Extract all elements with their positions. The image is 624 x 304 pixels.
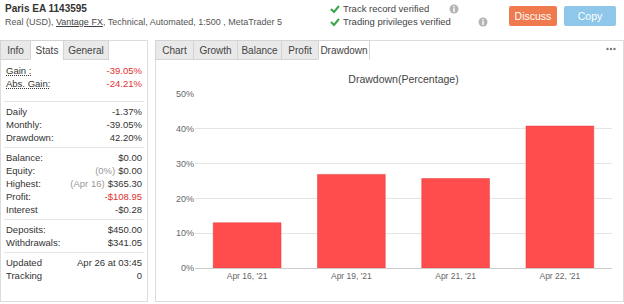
html-text:$450.00: $450.00 [107,224,142,235]
html-text:$341.05: $341.05 [107,237,142,248]
html-text:Deposits:: Deposits: [6,224,46,235]
html-text:Copy: Copy [577,10,603,22]
svg-text:20%: 20% [176,194,194,204]
html-text:Profit:: Profit: [6,191,31,202]
html-text:Drawdown: Drawdown [320,45,368,56]
html-text:Gain :: Gain : [6,65,32,76]
html-text:Balance:: Balance: [6,152,43,163]
svg-text:Drawdown(Percentage): Drawdown(Percentage) [348,73,458,85]
html-text:Growth: Growth [199,45,232,56]
svg-text:10%: 10% [176,228,194,238]
svg-text:Apr 16, '21: Apr 16, '21 [227,271,268,281]
svg-text:40%: 40% [176,124,194,134]
html-text:Paris EA 1143595: Paris EA 1143595 [5,3,87,14]
html-text:Chart: Chart [162,45,187,56]
html-text:Tracking: Tracking [6,270,43,281]
html-text:Highest:: Highest: [6,178,41,189]
html-text:Balance: Balance [241,45,278,56]
html-text:(Apr 16) $365.30: (Apr 16) $365.30 [70,178,142,189]
html-text:Trading privileges verified: Trading privileges verified [343,16,451,27]
svg-text:Apr 19, '21: Apr 19, '21 [331,271,372,281]
html-text:Abs. Gain:: Abs. Gain: [6,78,51,89]
html-text:Equity:: Equity: [6,165,35,176]
html-text:Real (USD), Vantage FX, Techni: Real (USD), Vantage FX, Technical, Autom… [5,17,282,27]
html-text:Apr 26 at 03:45: Apr 26 at 03:45 [77,257,142,268]
html-text:-39.05%: -39.05% [106,119,142,130]
svg-text:Apr 22, '21: Apr 22, '21 [539,271,580,281]
html-text:$0.00: $0.00 [118,152,142,163]
html-text:Interest: Interest [6,204,38,215]
html-text:Profit: Profit [288,45,312,56]
svg-text:50%: 50% [176,89,194,99]
html-text:Daily: Daily [6,106,28,117]
svg-text:30%: 30% [176,159,194,169]
html-text:Withdrawals:: Withdrawals: [6,237,61,248]
html-text:-$108.95: -$108.95 [104,191,142,202]
html-text:-39.05%: -39.05% [106,65,142,76]
html-text:Info: Info [7,45,24,56]
html-text:-$0.28: -$0.28 [115,204,142,215]
svg-text:0%: 0% [181,263,194,273]
svg-text:Apr 21, '21: Apr 21, '21 [435,271,476,281]
html-text:Track record verified: Track record verified [343,3,430,14]
html-text:42.20%: 42.20% [109,132,142,143]
html-text:Monthly:: Monthly: [6,119,42,130]
html-text:General: General [68,45,104,56]
html-text:-1.37%: -1.37% [111,106,142,117]
html-text:Drawdown:: Drawdown: [6,132,54,143]
html-text:-24.21%: -24.21% [106,78,142,89]
html-text:(0%) $0.00: (0%) $0.00 [95,165,142,176]
html-text:Discuss: Discuss [514,10,552,22]
html-text:Updated: Updated [6,257,42,268]
html-text:0: 0 [136,270,142,281]
html-text:Stats: Stats [35,45,59,56]
